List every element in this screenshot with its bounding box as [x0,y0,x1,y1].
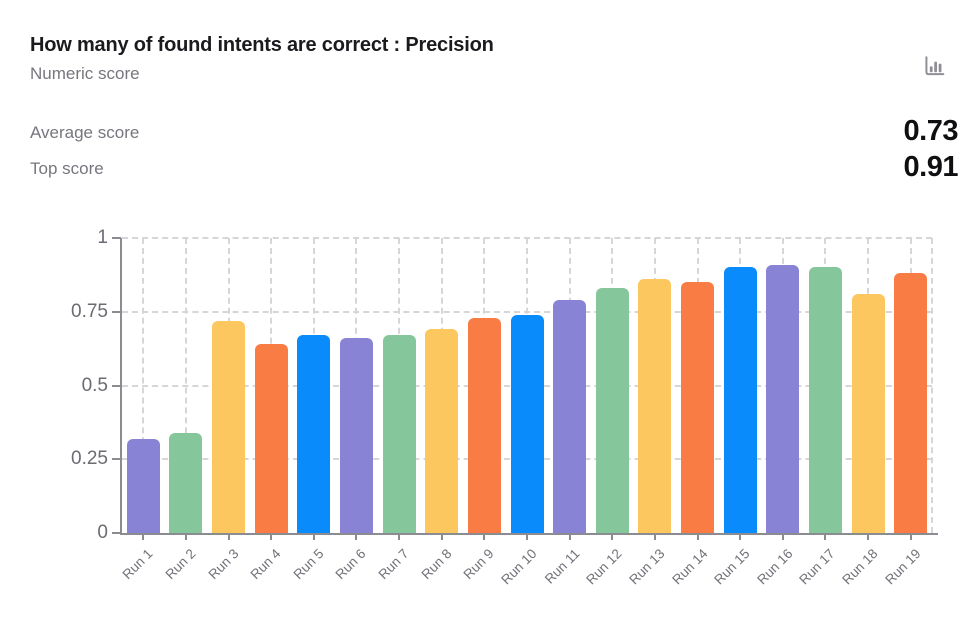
chart-bar[interactable] [126,439,160,533]
page-title: How many of found intents are correct : … [30,34,494,56]
x-axis-tick [867,533,870,540]
x-axis-tick [312,533,315,540]
chart-bar[interactable] [766,265,800,533]
chart-bar[interactable] [595,288,629,533]
chart-bar[interactable] [894,273,928,533]
x-axis-tick [611,533,614,540]
x-axis-tick [227,533,230,540]
x-axis-tick [781,533,784,540]
y-axis-tick [112,237,121,239]
bar-chart-icon-glyph [925,56,945,76]
vertical-gridline [931,238,933,533]
metric-subtitle: Numeric score [30,64,140,83]
chart-bar[interactable] [254,344,288,533]
top-score-value: 0.91 [903,151,959,183]
x-axis-tick [270,533,273,540]
y-axis-tick [112,532,121,534]
vertical-gridline [142,238,145,533]
x-axis-tick [696,533,699,540]
chart-bar[interactable] [510,315,544,533]
chart-bar[interactable] [808,267,842,533]
top-score-label: Top score [30,159,104,178]
chart-bar[interactable] [851,294,885,533]
chart-bar[interactable] [467,318,501,533]
y-axis-tick-label: 0 [97,522,108,543]
x-axis-tick [568,533,571,540]
x-axis-tick [909,533,912,540]
y-axis-line [120,238,122,533]
average-score-label: Average score [30,123,140,142]
chart-bar[interactable] [681,282,715,533]
x-axis-tick [142,533,145,540]
y-axis-tick-label: 0.5 [81,374,108,396]
x-axis-tick [398,533,401,540]
y-axis-tick-label: 0.75 [71,300,108,322]
y-axis-tick-label: 0.25 [71,448,108,470]
y-axis-tick [112,310,121,313]
x-axis-tick [526,533,528,540]
vertical-gridline [184,238,187,533]
x-axis-tick [184,533,187,540]
chart-bar[interactable] [553,300,587,533]
chart-bar[interactable] [723,267,757,533]
bar-chart-plot-area: 0 0.25 0.5 0.75 1 Run 1 Run 2 Run 3 Run 4 Run 5 Ru… [71,227,938,587]
x-axis-tick [483,533,486,540]
y-axis-tick [112,458,121,461]
y-axis-tick-label: 1 [97,227,108,248]
x-axis-tick [440,533,443,540]
chart-bar[interactable] [297,335,331,533]
chart-bar[interactable] [339,338,373,533]
x-axis-tick [653,533,656,540]
chart-bar[interactable] [212,321,246,533]
bar-chart-icon[interactable] [918,50,950,82]
x-axis-tick [355,533,358,540]
x-axis-tick [739,533,742,540]
average-score-value: 0.73 [903,115,959,147]
chart-bar[interactable] [425,329,459,533]
x-axis-line [120,533,938,535]
chart-bar[interactable] [169,433,203,533]
y-axis-tick [112,384,121,387]
chart-bar[interactable] [638,279,672,533]
chart-bar[interactable] [382,335,416,533]
x-axis-tick [824,533,827,540]
